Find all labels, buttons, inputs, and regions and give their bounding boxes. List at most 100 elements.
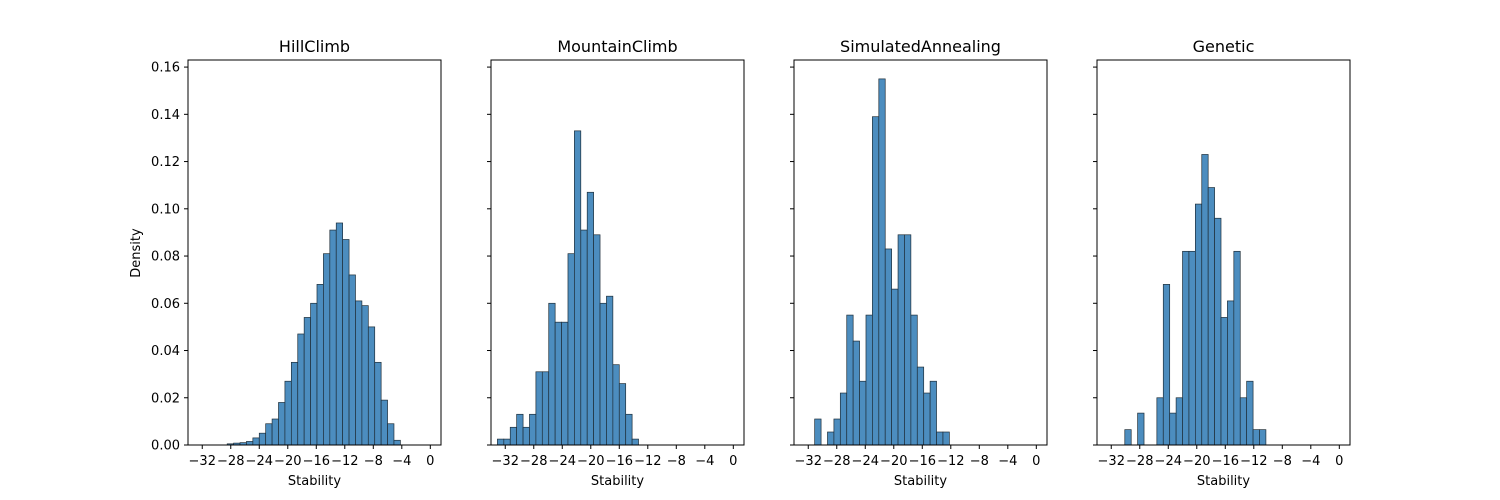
x-tick-label: −28 [1126, 454, 1153, 469]
histogram-bar [529, 413, 537, 446]
histogram-bar [522, 426, 530, 446]
chart-title: MountainClimb [557, 37, 677, 56]
histogram-bar [1227, 300, 1235, 446]
histogram-bar [814, 418, 822, 446]
chart-title: Genetic [1193, 37, 1255, 56]
histogram-bar [297, 333, 305, 446]
x-tick-label: −32 [492, 454, 519, 469]
plot-frame [187, 59, 442, 446]
x-tick-label: −8 [364, 454, 383, 469]
x-tick-label: −28 [217, 454, 244, 469]
histogram-bar [1233, 250, 1241, 446]
x-tick-label: −20 [880, 454, 907, 469]
x-tick-label: −12 [331, 454, 358, 469]
histogram-bar [1220, 317, 1228, 446]
histogram-bar [367, 326, 376, 446]
histogram-bar [1188, 250, 1196, 446]
histogram-bar [1207, 187, 1215, 446]
x-tick-label: −16 [1212, 454, 1239, 469]
chart-panel: −32 −28 −24 −20 −16 −12 −8 −4 0 0.00 0.02 0.04 0.06 0… [129, 37, 442, 489]
y-tick-label: 0.06 [151, 297, 180, 312]
plot-frame [1096, 59, 1351, 446]
histogram-bar [278, 402, 286, 446]
x-tick-label: −8 [667, 454, 686, 469]
x-tick-label: −12 [1240, 454, 1267, 469]
x-axis-label: Stability [288, 474, 342, 489]
histogram-bar [554, 321, 562, 446]
histogram-bar [1239, 397, 1248, 446]
histogram-bar [1124, 429, 1132, 446]
x-axis-label: Stability [1197, 474, 1251, 489]
y-tick-label: 0.08 [151, 250, 180, 265]
x-tick-label: −24 [246, 454, 273, 469]
x-tick-label: −16 [606, 454, 633, 469]
histogram-bar [1169, 412, 1177, 446]
histogram-bar [878, 78, 886, 446]
histogram-bar [593, 234, 601, 446]
histogram-bar [271, 418, 279, 446]
histogram-bar [290, 361, 299, 446]
x-tick-label: 0 [1335, 454, 1343, 469]
histogram-bar [541, 371, 550, 446]
histogram-bar [355, 300, 363, 446]
chart-panel: −32 −28 −24 −20 −16 −12 −8 −4 0 Genetic Stability [1093, 37, 1351, 489]
x-tick-label: −20 [274, 454, 301, 469]
histogram-bar [535, 371, 543, 446]
plot-frame [793, 59, 1048, 446]
chart-title: SimulatedAnnealing [840, 37, 1001, 56]
x-tick-label: −24 [549, 454, 576, 469]
histogram-bar [342, 239, 350, 446]
x-tick-label: −20 [577, 454, 604, 469]
x-tick-label: −12 [937, 454, 964, 469]
histogram-bar [516, 413, 524, 446]
histogram-bar [625, 413, 633, 446]
histogram-bar [361, 305, 369, 446]
histogram-bar [329, 229, 337, 446]
histogram-bar [1259, 429, 1267, 446]
x-tick-label: −12 [634, 454, 661, 469]
x-axis-label: Stability [591, 474, 645, 489]
histogram-bar [891, 288, 899, 446]
y-tick-label: 0.14 [151, 108, 180, 123]
histogram-bar [586, 191, 594, 446]
x-tick-label: −4 [1301, 454, 1320, 469]
histogram-bar [335, 222, 343, 446]
histogram-bar [561, 321, 569, 446]
histogram-bar [833, 418, 841, 446]
histogram-bar [1201, 154, 1209, 446]
x-tick-label: −32 [1098, 454, 1125, 469]
x-tick-label: −4 [695, 454, 714, 469]
x-tick-label: −24 [852, 454, 879, 469]
histogram-bar [580, 229, 588, 446]
histogram-bar [910, 314, 918, 446]
histogram-bar [599, 302, 607, 446]
x-axis-label: Stability [894, 474, 948, 489]
histogram-bar [574, 130, 582, 446]
histogram-bar [827, 431, 835, 446]
histogram-bar [393, 439, 401, 446]
x-tick-label: −4 [998, 454, 1017, 469]
x-tick-label: −28 [823, 454, 850, 469]
y-tick-label: 0.10 [151, 202, 180, 217]
histogram-bar [839, 392, 848, 446]
histogram-bar [1175, 397, 1183, 446]
x-tick-label: −20 [1183, 454, 1210, 469]
histogram-bar [380, 399, 388, 446]
histogram-bar [1194, 203, 1203, 446]
histogram-bar [548, 302, 556, 446]
histogram-bar [387, 423, 395, 446]
y-tick-label: 0.12 [151, 155, 180, 170]
x-tick-label: −8 [1273, 454, 1292, 469]
histogram-bar [904, 234, 912, 446]
histogram-bar [612, 364, 620, 446]
histogram-bar [846, 314, 854, 446]
histogram-bar [618, 383, 627, 446]
histogram-bar [497, 438, 505, 446]
histogram-bar [503, 438, 511, 446]
y-tick-label: 0.04 [151, 344, 180, 359]
histogram-bar [258, 432, 267, 446]
x-tick-label: 0 [1032, 454, 1040, 469]
histogram-bar [1156, 397, 1164, 446]
y-axis-label: Density [129, 228, 144, 278]
